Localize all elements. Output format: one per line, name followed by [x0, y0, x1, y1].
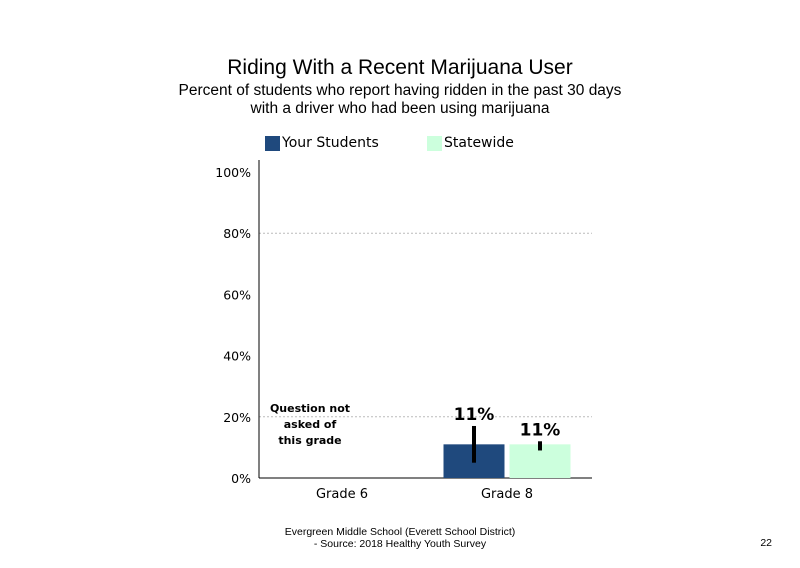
- annotation-line-1: Question not: [270, 402, 350, 415]
- data-label-your-students: 11%: [454, 405, 495, 425]
- page-number: 22: [760, 537, 772, 549]
- subtitle-line-1: Percent of students who report having ri…: [178, 82, 622, 99]
- legend-statewide: Statewide: [427, 134, 514, 152]
- chart-title: Riding With a Recent Marijuana User: [227, 56, 573, 79]
- annotation-line-2: asked of: [284, 418, 337, 431]
- legend-label-statewide: Statewide: [444, 135, 514, 151]
- y-tick-label: 40%: [223, 349, 251, 364]
- legend-label-your-students: Your Students: [282, 135, 379, 151]
- y-tick-label: 60%: [223, 287, 251, 302]
- data-label-statewide: 11%: [520, 420, 561, 440]
- legend-swatch-statewide: [427, 135, 442, 151]
- x-tick-label: Grade 8: [481, 487, 533, 502]
- y-tick-label: 0%: [231, 471, 251, 486]
- annotation-line-3: this grade: [278, 434, 341, 447]
- y-tick-label: 20%: [223, 410, 251, 425]
- legend-your-students: Your Students: [265, 134, 379, 152]
- footer-source: - Source: 2018 Healthy Youth Survey: [313, 538, 487, 550]
- y-tick-label: 100%: [215, 165, 251, 180]
- x-tick-label: Grade 6: [316, 487, 368, 502]
- chart-subtitle: Percent of students who report having ri…: [0, 82, 800, 118]
- y-tick-label: 80%: [223, 226, 251, 241]
- legend-swatch-your-students: [265, 135, 280, 151]
- subtitle-line-2: with a driver who had been using marijua…: [250, 100, 550, 117]
- footer-school: Evergreen Middle School (Everett School …: [284, 526, 516, 538]
